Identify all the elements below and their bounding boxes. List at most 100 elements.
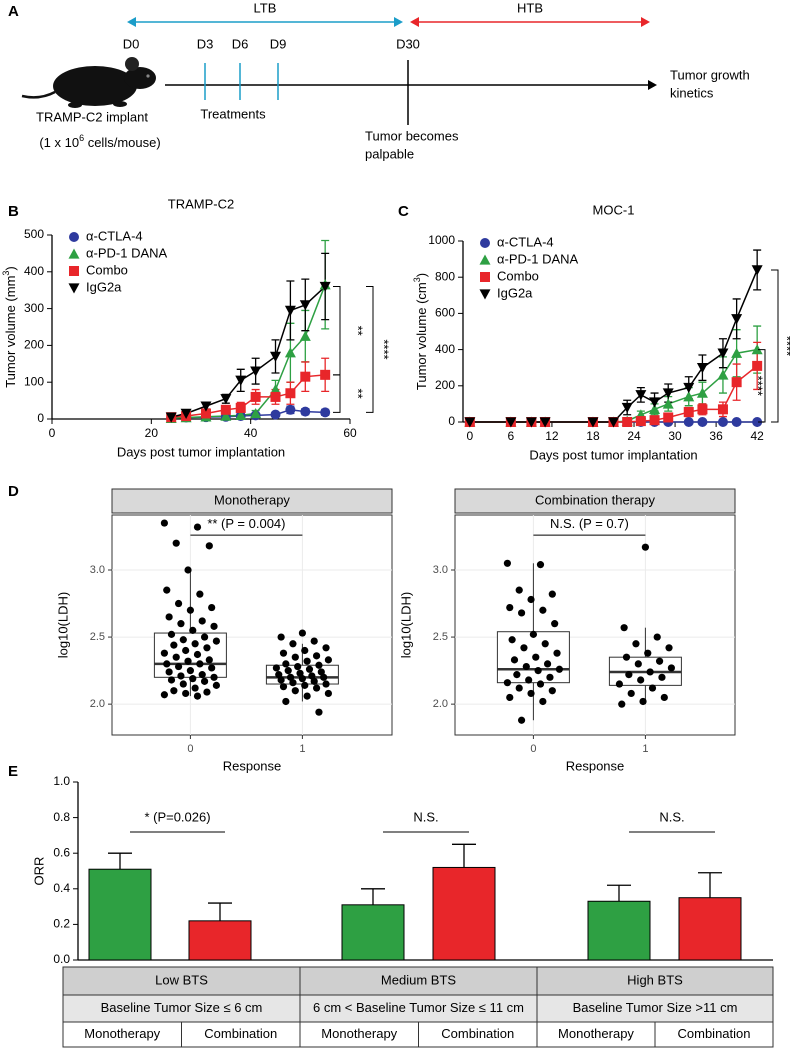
legend-marker — [479, 289, 491, 300]
data-point — [305, 665, 314, 673]
error-bar — [698, 872, 722, 898]
significance-bracket — [771, 269, 779, 423]
data-point — [170, 641, 178, 649]
y-tick-label: 2.0 — [90, 698, 105, 710]
panel-label: E — [8, 763, 18, 780]
data-point — [322, 644, 330, 652]
table-cell — [536, 994, 774, 1023]
data-point — [182, 689, 190, 698]
arrow-head — [410, 17, 419, 27]
implant-label: TRAMP-C2 implant — [36, 109, 148, 124]
data-point — [203, 644, 211, 652]
data-point — [539, 697, 547, 706]
data-point — [203, 688, 211, 696]
data-point — [301, 681, 309, 689]
legend-marker — [480, 272, 490, 282]
data-point — [639, 697, 647, 706]
point — [696, 387, 708, 398]
group-description: Baseline Tumor Size ≤ 6 cm — [101, 1000, 263, 1015]
x-tick-label: 6 — [508, 429, 515, 443]
point — [220, 410, 232, 421]
y-axis-label: ORR — [31, 857, 46, 886]
point — [319, 281, 331, 293]
data-point — [543, 660, 552, 668]
x-tick-label: 12 — [545, 429, 559, 443]
bar — [678, 897, 742, 961]
data-point — [644, 649, 652, 657]
data-point — [315, 661, 323, 669]
data-point — [212, 637, 220, 645]
data-point — [660, 693, 668, 702]
data-point — [279, 649, 288, 657]
arrow-head — [648, 80, 657, 90]
y-tick-label: 0.8 — [53, 810, 70, 824]
data-point — [165, 668, 173, 676]
point — [635, 416, 646, 427]
x-tick-label: 0 — [466, 429, 473, 443]
data-point — [191, 684, 199, 692]
category-label: Monotherapy — [321, 1026, 397, 1041]
data-point — [303, 692, 311, 700]
day-label: D30 — [396, 36, 420, 51]
series-line — [171, 285, 326, 418]
y-tick-label: 200 — [24, 338, 44, 352]
data-point — [208, 664, 216, 672]
data-point — [277, 676, 285, 684]
data-point — [193, 650, 202, 659]
endpoint-label: Tumor growth — [670, 67, 750, 82]
data-point — [174, 599, 183, 608]
point — [220, 394, 232, 405]
group-label: High BTS — [627, 972, 683, 987]
cells-part: 6 — [79, 133, 84, 143]
day-label: D3 — [197, 36, 214, 51]
data-point — [172, 539, 180, 547]
data-point — [527, 689, 535, 698]
table-cell — [299, 1021, 419, 1048]
data-point — [160, 691, 168, 699]
data-point — [275, 671, 283, 679]
point — [270, 391, 281, 402]
cells-part: cells/mouse) — [84, 135, 161, 150]
data-point — [186, 667, 194, 675]
point — [731, 347, 743, 358]
point — [165, 412, 177, 423]
data-point — [641, 543, 650, 551]
data-point — [289, 679, 297, 687]
data-point — [191, 640, 199, 648]
data-point — [186, 606, 194, 614]
data-point — [279, 683, 288, 691]
significance-label: ** — [351, 326, 366, 336]
bar — [432, 866, 496, 961]
data-point — [522, 662, 530, 671]
y-label-part: Tumor volume (cm — [414, 282, 429, 390]
point — [235, 409, 247, 420]
data-point — [189, 626, 197, 634]
data-point — [508, 636, 516, 644]
data-point — [212, 681, 220, 689]
point — [662, 388, 674, 399]
y-label-part: ) — [414, 273, 429, 277]
data-point — [296, 669, 304, 677]
arrow-head — [641, 17, 650, 27]
data-point — [163, 660, 171, 668]
data-point — [179, 680, 187, 688]
chart-title: MOC-1 — [593, 202, 635, 217]
y-label-part: Tumor volume (mm — [3, 276, 18, 388]
y-tick-label: 400 — [24, 264, 44, 278]
data-point — [294, 662, 302, 671]
y-tick-label: 0.4 — [53, 881, 70, 895]
point — [663, 412, 674, 423]
mouse-icon — [21, 57, 156, 108]
data-point — [298, 675, 306, 683]
y-tick-label: 600 — [435, 306, 455, 320]
x-tick-label: 18 — [586, 429, 600, 443]
data-point — [627, 689, 635, 698]
data-point — [160, 649, 168, 657]
error-bar — [452, 843, 476, 868]
significance-bracket — [333, 374, 341, 413]
x-axis-label: Days post tumor implantation — [117, 444, 285, 459]
y-tick-label: 0.2 — [53, 917, 70, 931]
table-cell — [654, 1021, 774, 1048]
legend-label: α-PD-1 DANA — [86, 245, 168, 260]
